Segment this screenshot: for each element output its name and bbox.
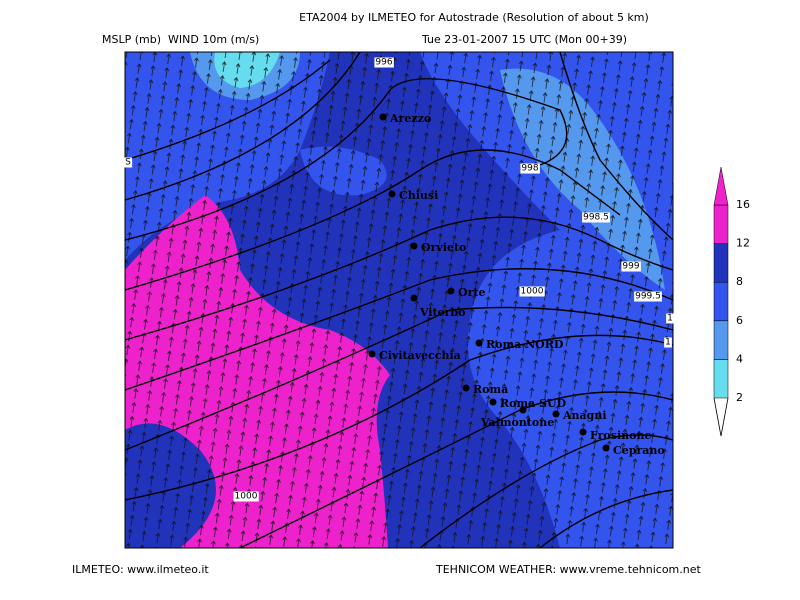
city-dot [462,384,470,392]
isobar-label: 1 [667,314,673,324]
city-label: Orte [458,286,485,299]
isobar-label-box [520,163,540,174]
footer-right: TEHNICOM WEATHER: www.vreme.tehnicom.net [435,563,702,576]
city-label: Anagni [562,409,607,422]
isobar [419,434,673,548]
footer-left: ILMETEO: www.ilmeteo.it [72,563,209,576]
isobar [539,489,673,548]
isobar-label: 1000 [235,492,258,502]
isobar [125,216,673,341]
city-dot [602,444,610,452]
city-dot [519,406,527,414]
city-dot [489,398,497,406]
subtitle-left: MSLP (mb) WIND 10m (m/s) [102,33,259,46]
city-label: Roma [473,383,508,396]
city-label: Valmontone [480,416,554,429]
city-label: Viterbo [419,306,465,319]
city-label: Civitavecchia [379,349,461,362]
isobar-label: S [125,158,131,168]
city-dot [368,350,376,358]
isobar-label: 996 [375,58,392,68]
city-label: Ceprano [613,444,665,457]
colorbar-segment [713,320,729,360]
city-label: Frosinone [590,429,651,442]
city-label: Chiusi [399,189,438,202]
isobar [125,52,361,201]
city-label: Arezzo [389,112,431,125]
colorbar-tick-label: 6 [736,314,743,327]
city-label: Orvieto [421,241,466,254]
isobar-label: 998.5 [583,213,609,223]
wind-arrows [125,52,673,548]
isobar-label-box [634,291,662,302]
map [125,52,673,548]
isobar-label: 999.5 [635,292,661,302]
colorbar-tick-label: 2 [736,391,743,404]
isobar [125,334,673,501]
city-label: Roma SUD [500,397,567,410]
isobar-label: 1000 [521,287,544,297]
city-dot [379,113,387,121]
colorbar-segment [713,359,729,399]
isobar [125,78,568,241]
colorbar-segment [713,243,729,283]
isobar-label-box [621,261,641,272]
isobar [125,306,673,451]
colorbar-tick-label: 8 [736,275,743,288]
subtitle-right: Tue 23-01-2007 15 UTC (Mon 00+39) [421,33,627,46]
isobar [125,59,331,161]
city-dot [410,242,418,250]
isobar-label: 999 [622,262,639,272]
isobar-label-box [124,157,133,168]
city-dot [447,287,455,295]
city-dot [388,190,396,198]
isobar-label-box [666,313,674,324]
city-dot [552,410,560,418]
colorbar-tick-label: 4 [736,352,743,365]
colorbar-arrow [713,166,729,206]
isobar-label-box [664,337,672,348]
isobar [559,52,673,241]
isobar-label-box [374,57,394,68]
colorbar-segment [713,281,729,322]
isobar-label: 998 [521,164,538,174]
city-dot [410,294,418,302]
colorbar-arrow [713,397,729,437]
isobar [125,149,621,291]
colorbar-tick-label: 16 [736,198,750,211]
isobar-label-box [519,286,545,297]
isobar-label-box [582,212,610,223]
isobar-label-box [233,491,259,502]
map-frame [124,51,674,549]
isobar-label: 1 [665,338,671,348]
isobar [239,391,673,548]
city-dot [579,428,587,436]
title: ETA2004 by ILMETEO for Autostrade (Resol… [299,11,649,24]
colorbar-segment [713,204,729,244]
city-label: Roma NORD [486,338,564,351]
colorbar-tick-label: 12 [736,237,750,250]
isobar [125,268,673,391]
city-dot [475,339,483,347]
